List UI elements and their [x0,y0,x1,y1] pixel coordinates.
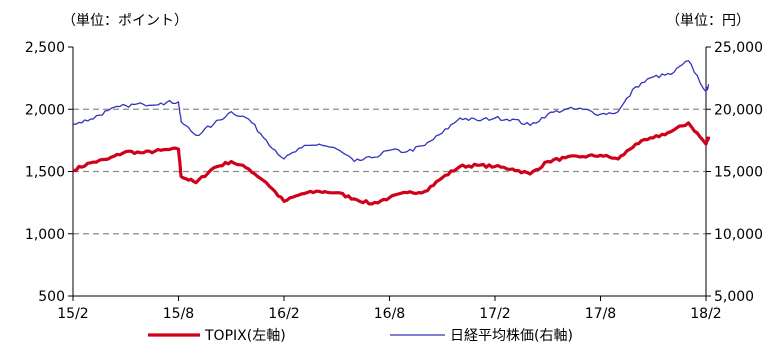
y-right-tick-label: 25,000 [714,40,763,56]
x-tick-label: 18/2 [690,306,721,322]
right-unit-label: （単位：円） [666,13,750,29]
x-tick-label: 15/8 [163,306,194,322]
y-left-tick-label: 1,000 [25,227,65,243]
y-left-tick-label: 2,500 [25,40,65,56]
axes-labels: 500 1,000 1,500 2,000 2,500 5,000 10,000 15,000… [25,13,763,322]
y-left-tick-label: 500 [38,289,65,305]
x-tick-label: 17/2 [479,306,510,322]
series-line-nikkei [73,60,710,163]
legend: TOPIX(左軸) 日経平均株価(右軸) [148,328,573,344]
y-right-tick-label: 10,000 [714,227,763,243]
legend-label: TOPIX(左軸) [204,328,286,344]
y-left-tick-label: 2,000 [25,102,65,118]
series-lines [72,60,711,206]
y-right-tick-label: 20,000 [714,102,763,118]
left-unit-label: （単位：ポイント） [62,13,188,29]
x-tick-label: 17/8 [585,306,616,322]
series-line-topix [72,121,711,206]
y-right-tick-label: 15,000 [714,165,763,181]
y-left-tick-label: 1,500 [25,165,65,181]
gridlines [73,108,706,235]
x-tick-label: 16/8 [374,306,405,322]
legend-label: 日経平均株価(右軸) [450,328,573,344]
x-tick-label: 16/2 [268,306,299,322]
x-tick-label: 15/2 [57,306,88,322]
y-right-tick-label: 5,000 [714,289,754,305]
